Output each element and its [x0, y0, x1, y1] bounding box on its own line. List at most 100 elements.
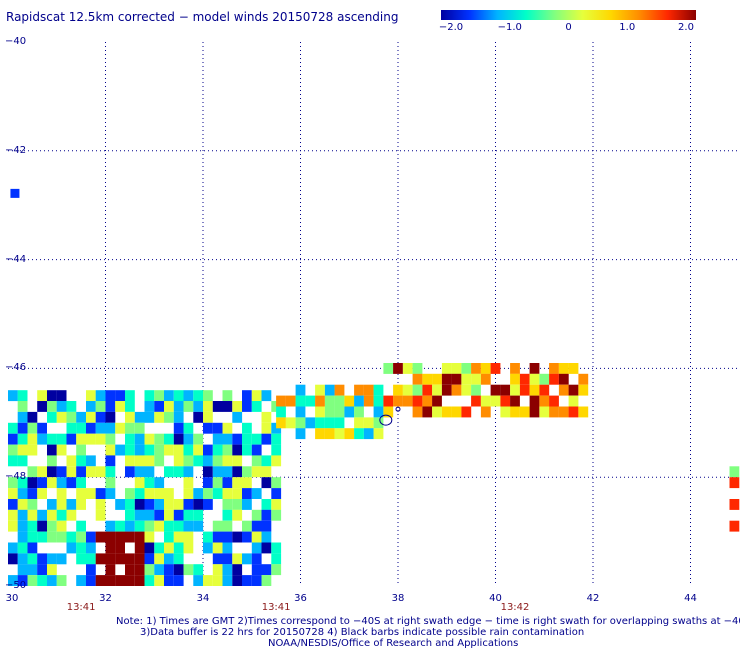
data-cell	[412, 373, 423, 385]
data-cell	[242, 520, 252, 532]
data-cell	[232, 553, 243, 565]
data-cell	[383, 395, 394, 407]
data-cell	[105, 455, 116, 467]
data-cell	[334, 417, 345, 429]
data-cell	[422, 406, 433, 418]
data-cell	[183, 466, 194, 478]
data-cell	[76, 520, 86, 532]
data-cell	[47, 509, 57, 521]
data-cell	[95, 433, 106, 445]
data-cell	[125, 575, 135, 586]
data-cell	[86, 433, 96, 445]
data-cell	[154, 575, 165, 586]
data-cell	[134, 575, 145, 586]
data-cell	[125, 488, 135, 499]
data-cell	[271, 488, 282, 499]
data-cell	[125, 422, 135, 434]
latitude-label: −46	[5, 362, 27, 374]
data-cell	[412, 406, 423, 418]
longitude-label: 32	[99, 593, 112, 604]
data-cell	[95, 553, 106, 565]
data-cell	[134, 553, 145, 565]
data-cell	[66, 531, 77, 543]
data-cell	[164, 433, 174, 445]
data-cell	[261, 433, 272, 445]
data-cell	[203, 401, 213, 412]
data-cell	[222, 542, 233, 554]
data-cell	[315, 428, 325, 440]
data-cell	[134, 466, 145, 478]
data-cell	[66, 433, 77, 445]
data-cell	[37, 488, 47, 499]
data-cell	[451, 406, 462, 418]
data-cell	[47, 564, 57, 576]
data-cell	[125, 444, 135, 456]
data-cell	[232, 444, 243, 456]
data-cell	[212, 564, 223, 576]
swath-time-label: 13:41	[261, 602, 291, 613]
data-cell	[461, 363, 472, 374]
data-cell	[315, 395, 325, 407]
data-cell	[242, 422, 252, 434]
data-cell	[134, 499, 145, 510]
data-cell	[510, 395, 520, 407]
data-cell	[490, 395, 501, 407]
data-cell	[251, 455, 262, 467]
data-cell	[729, 466, 740, 478]
data-cell	[95, 422, 106, 434]
data-cell	[242, 575, 252, 586]
data-cell	[729, 477, 740, 489]
data-cell	[66, 401, 77, 412]
data-cell	[276, 417, 286, 429]
data-cell	[242, 401, 252, 412]
data-cell	[76, 553, 86, 565]
data-cell	[549, 363, 559, 374]
data-cell	[261, 499, 272, 510]
data-cell	[222, 575, 233, 586]
data-cell	[203, 531, 213, 543]
data-cell	[432, 373, 442, 385]
data-cell	[56, 477, 67, 489]
data-cell	[212, 520, 223, 532]
data-cell	[27, 509, 38, 521]
data-cell	[334, 395, 345, 407]
data-cell	[47, 477, 57, 489]
data-cell	[222, 564, 233, 576]
footnote-line-1: Note: 1) Times are GMT 2)Times correspon…	[116, 616, 740, 627]
data-cell	[271, 499, 282, 510]
data-cell	[461, 406, 472, 418]
data-cell	[125, 520, 135, 532]
data-cell	[271, 477, 282, 489]
data-cell	[105, 477, 116, 489]
data-cell	[193, 444, 204, 456]
data-cell	[402, 384, 413, 396]
data-cell	[232, 455, 243, 467]
data-cell	[154, 488, 165, 499]
data-cell	[183, 444, 194, 456]
data-cell	[144, 466, 155, 478]
data-cell	[144, 564, 155, 576]
longitude-label: 44	[684, 593, 697, 604]
data-cell	[17, 564, 28, 576]
data-cell	[222, 477, 233, 489]
data-cell	[17, 531, 28, 543]
data-cell	[203, 390, 213, 402]
data-cell	[539, 373, 550, 385]
data-cell	[105, 411, 116, 423]
longitude-label: 38	[391, 593, 405, 604]
data-cell	[115, 444, 125, 456]
data-cell	[154, 564, 165, 576]
data-cell	[134, 477, 145, 489]
data-cell	[164, 542, 174, 554]
data-cell	[105, 390, 116, 402]
data-cell	[173, 411, 184, 423]
data-cell	[363, 384, 374, 396]
data-cell	[47, 575, 57, 586]
data-cell	[144, 411, 155, 423]
data-cell	[56, 531, 67, 543]
data-cell	[529, 363, 540, 374]
data-cell	[490, 363, 501, 374]
data-cell	[134, 542, 145, 554]
data-cell	[510, 406, 520, 418]
data-cell	[27, 444, 38, 456]
